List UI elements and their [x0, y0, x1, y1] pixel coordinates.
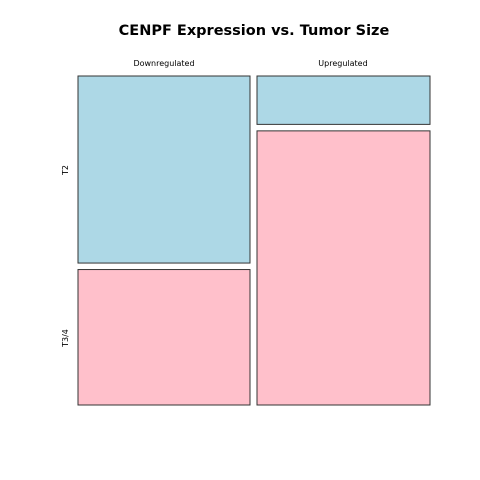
- tile-downregulated-t2: [77, 75, 251, 264]
- col-label-upregulated: Upregulated: [318, 59, 367, 68]
- tile-downregulated-t34: [77, 269, 251, 406]
- row-label-t34: T3/4: [61, 329, 70, 348]
- mosaic-tiles: [77, 75, 431, 406]
- row-label-t2: T2: [61, 165, 70, 176]
- tile-upregulated-t2: [256, 75, 431, 125]
- col-label-downregulated: Downregulated: [133, 59, 194, 68]
- tile-upregulated-t34: [256, 130, 431, 406]
- chart-title: CENPF Expression vs. Tumor Size: [119, 23, 390, 39]
